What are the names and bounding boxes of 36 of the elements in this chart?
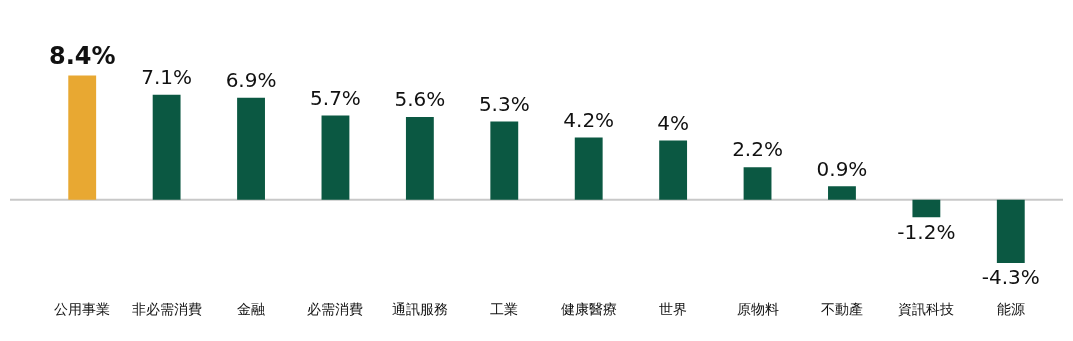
bar [405,116,434,200]
x-tick-label: 世界 [659,301,688,318]
data-label: 6.9% [225,67,277,92]
x-tick-label: 工業 [490,301,519,318]
bar [828,186,856,200]
bar [574,137,603,200]
bar [490,121,519,200]
data-label: 5.7% [310,85,361,110]
x-tick-label: 非必需消費 [131,301,202,318]
bar [912,199,941,218]
data-label: 4.2% [563,107,615,132]
x-tick-label: 能源 [996,301,1025,318]
data-label: -4.3% [981,265,1040,290]
x-tick-label: 資訊科技 [898,301,955,318]
bar [659,140,688,200]
bar [237,97,265,200]
data-label: 0.9% [816,156,868,181]
data-label: 5.6% [394,87,446,112]
x-tick-label: 通訊服務 [391,301,448,318]
x-tick-label: 原物料 [736,301,779,318]
x-tick-label: 金融 [237,301,266,318]
bar [68,75,97,200]
bar [743,167,772,200]
bar [152,94,181,200]
data-label: 7.1% [141,65,193,90]
data-label: 8.4% [48,41,116,70]
bar [321,115,350,200]
x-tick-label: 健康醫療 [560,301,617,318]
data-label: 2.2% [732,137,783,162]
data-label: -1.2% [897,219,956,244]
x-tick-label: 必需消費 [307,301,364,318]
data-label: 4% [657,110,689,135]
bar [996,199,1025,264]
x-tick-label: 公用事業 [54,301,111,318]
x-tick-label: 不動產 [820,301,863,318]
data-label: 5.3% [478,91,530,116]
